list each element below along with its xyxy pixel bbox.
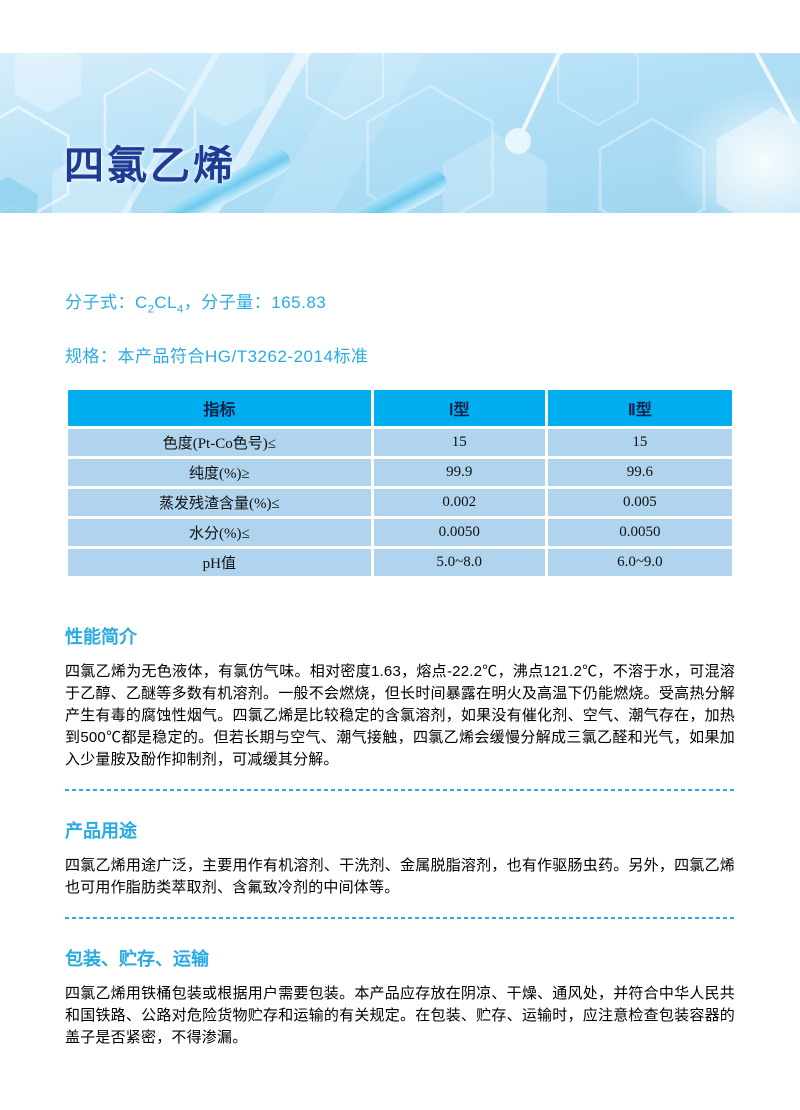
section-title-performance: 性能简介	[65, 627, 137, 648]
spec-table: 指标 Ⅰ型 Ⅱ型 色度(Pt-Co色号)≤ 15 15 纯度(%)≥ 99.9 …	[65, 387, 735, 579]
table-header-cell-type2: Ⅱ型	[547, 390, 732, 427]
row-value-type1: 5.0~8.0	[373, 549, 545, 577]
table-row: 色度(Pt-Co色号)≤ 15 15	[68, 429, 732, 457]
section-title-usage: 产品用途	[65, 821, 137, 842]
formula-text: ，分子量：165.83	[183, 293, 327, 312]
content-area: 分子式：C2CL4，分子量：165.83 规格：本产品符合HG/T3262-20…	[0, 288, 800, 1049]
table-header-cell-type1: Ⅰ型	[373, 390, 545, 427]
formula-text: CL	[154, 293, 178, 312]
formula-subscript: 4	[177, 303, 184, 316]
test-tube-icon	[119, 150, 447, 213]
row-label: pH值	[68, 549, 371, 577]
molecule-icon	[505, 53, 797, 154]
row-value-type2: 6.0~9.0	[547, 549, 732, 577]
section-divider	[65, 917, 735, 920]
row-value-type1: 15	[373, 429, 545, 457]
table-header-row: 指标 Ⅰ型 Ⅱ型	[68, 390, 732, 427]
row-label: 纯度(%)≥	[68, 459, 371, 487]
section-body-usage: 四氯乙烯用途广泛，主要用作有机溶剂、干洗剂、金属脱脂溶剂，也有作驱肠虫药。另外，…	[65, 857, 735, 897]
table-row: 纯度(%)≥ 99.9 99.6	[68, 459, 732, 487]
banner-decoration	[0, 53, 800, 213]
formula-subscript: 2	[147, 303, 155, 316]
table-row: 蒸发残渣含量(%)≤ 0.002 0.005	[68, 489, 732, 517]
spec-standard-line: 规格：本产品符合HG/T3262-2014标准	[65, 347, 369, 367]
section-title-packaging: 包装、贮存、运输	[65, 949, 209, 970]
product-datasheet-page: 四氯乙烯 分子式：C2CL4，分子量：165.83 规格：本产品符合HG/T32…	[0, 53, 800, 1049]
section-performance: 性能简介 四氯乙烯为无色液体，有氯仿气味。相对密度1.63，熔点-22.2℃，沸…	[65, 623, 735, 771]
formula-line: 分子式：C2CL4，分子量：165.83	[65, 288, 735, 315]
row-value-type1: 0.002	[373, 489, 545, 517]
table-header-cell-index: 指标	[68, 390, 371, 427]
row-value-type1: 99.9	[373, 459, 545, 487]
section-body-performance: 四氯乙烯为无色液体，有氯仿气味。相对密度1.63，熔点-22.2℃，沸点121.…	[65, 663, 735, 769]
page-title: 四氯乙烯	[64, 144, 236, 188]
row-value-type2: 0.0050	[547, 519, 732, 547]
section-divider	[65, 789, 735, 792]
row-value-type2: 0.005	[547, 489, 732, 517]
row-value-type2: 99.6	[547, 459, 732, 487]
row-label: 水分(%)≤	[68, 519, 371, 547]
glow-highlight	[670, 86, 800, 213]
table-row: 水分(%)≤ 0.0050 0.0050	[68, 519, 732, 547]
section-packaging: 包装、贮存、运输 四氯乙烯用铁桶包装或根据用户需要包装。本产品应存放在阴凉、干燥…	[65, 945, 735, 1049]
row-value-type1: 0.0050	[373, 519, 545, 547]
formula-text: 分子式：C	[65, 293, 148, 312]
row-value-type2: 15	[547, 429, 732, 457]
section-body-packaging: 四氯乙烯用铁桶包装或根据用户需要包装。本产品应存放在阴凉、干燥、通风处，并符合中…	[65, 985, 735, 1047]
row-label: 蒸发残渣含量(%)≤	[68, 489, 371, 517]
banner: 四氯乙烯	[0, 53, 800, 213]
section-usage: 产品用途 四氯乙烯用途广泛，主要用作有机溶剂、干洗剂、金属脱脂溶剂，也有作驱肠虫…	[65, 817, 735, 899]
row-label: 色度(Pt-Co色号)≤	[68, 429, 371, 457]
table-row: pH值 5.0~8.0 6.0~9.0	[68, 549, 732, 577]
